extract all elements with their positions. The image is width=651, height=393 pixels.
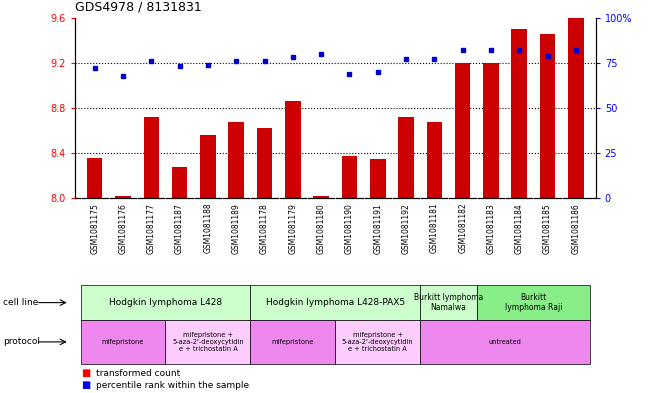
Bar xyxy=(229,121,244,198)
Bar xyxy=(398,117,414,198)
Bar xyxy=(200,135,215,198)
Text: mifepristone: mifepristone xyxy=(271,339,314,345)
Bar xyxy=(455,63,471,198)
Text: GSM1081183: GSM1081183 xyxy=(486,203,495,253)
Text: cell line: cell line xyxy=(3,298,38,307)
Text: GSM1081185: GSM1081185 xyxy=(543,203,552,253)
Text: GSM1081189: GSM1081189 xyxy=(232,203,241,253)
Bar xyxy=(568,18,584,198)
Text: Hodgkin lymphoma L428-PAX5: Hodgkin lymphoma L428-PAX5 xyxy=(266,298,405,307)
Bar xyxy=(370,159,385,198)
Bar xyxy=(512,29,527,198)
Text: GSM1081175: GSM1081175 xyxy=(90,203,99,253)
Text: GSM1081182: GSM1081182 xyxy=(458,203,467,253)
Text: untreated: untreated xyxy=(489,339,521,345)
Text: percentile rank within the sample: percentile rank within the sample xyxy=(96,381,249,389)
Text: GSM1081192: GSM1081192 xyxy=(402,203,411,253)
Bar xyxy=(87,158,102,198)
Text: Hodgkin lymphoma L428: Hodgkin lymphoma L428 xyxy=(109,298,222,307)
Text: GSM1081177: GSM1081177 xyxy=(146,203,156,253)
Text: GSM1081181: GSM1081181 xyxy=(430,203,439,253)
Text: GSM1081176: GSM1081176 xyxy=(118,203,128,253)
Text: protocol: protocol xyxy=(3,338,40,346)
Text: GSM1081178: GSM1081178 xyxy=(260,203,269,253)
Text: GSM1081190: GSM1081190 xyxy=(345,203,354,253)
Text: Burkitt lymphoma
Namalwa: Burkitt lymphoma Namalwa xyxy=(414,293,483,312)
Text: mifepristone +
5-aza-2'-deoxycytidin
e + trichostatin A: mifepristone + 5-aza-2'-deoxycytidin e +… xyxy=(172,332,243,352)
Bar xyxy=(342,156,357,198)
Text: transformed count: transformed count xyxy=(96,369,180,378)
Text: Burkitt
lymphoma Raji: Burkitt lymphoma Raji xyxy=(505,293,562,312)
Bar xyxy=(285,101,301,198)
Text: GSM1081186: GSM1081186 xyxy=(572,203,580,253)
Bar xyxy=(426,121,442,198)
Text: mifepristone: mifepristone xyxy=(102,339,144,345)
Text: GSM1081184: GSM1081184 xyxy=(515,203,524,253)
Text: mifepristone +
5-aza-2'-deoxycytidin
e + trichostatin A: mifepristone + 5-aza-2'-deoxycytidin e +… xyxy=(342,332,413,352)
Bar xyxy=(115,196,131,198)
Bar xyxy=(313,196,329,198)
Bar xyxy=(143,117,159,198)
Text: GSM1081187: GSM1081187 xyxy=(175,203,184,253)
Text: ■: ■ xyxy=(81,380,90,390)
Bar xyxy=(256,129,272,198)
Text: GSM1081179: GSM1081179 xyxy=(288,203,298,253)
Text: GDS4978 / 8131831: GDS4978 / 8131831 xyxy=(75,1,202,14)
Bar xyxy=(483,63,499,198)
Bar xyxy=(540,33,555,198)
Text: ■: ■ xyxy=(81,368,90,378)
Text: GSM1081191: GSM1081191 xyxy=(373,203,382,253)
Bar xyxy=(172,167,187,198)
Text: GSM1081188: GSM1081188 xyxy=(203,203,212,253)
Text: GSM1081180: GSM1081180 xyxy=(316,203,326,253)
